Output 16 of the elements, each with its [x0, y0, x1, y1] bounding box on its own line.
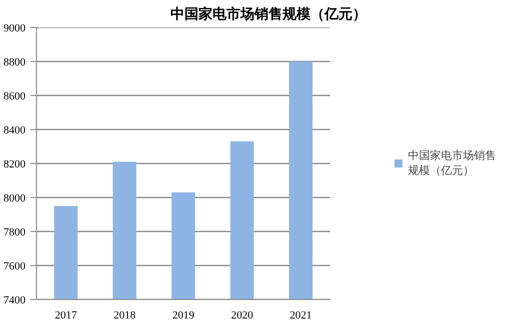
y-tick-label: 7800 — [4, 226, 26, 238]
y-tick-label: 7600 — [4, 260, 26, 272]
y-tick-label: 8000 — [4, 192, 26, 204]
chart-title: 中国家电市场销售规模（亿元） — [170, 6, 366, 22]
x-tick-label: 2020 — [231, 310, 254, 321]
y-tick-label: 8400 — [4, 124, 26, 136]
y-tick-label: 8800 — [4, 56, 26, 68]
y-tick-label: 8600 — [4, 90, 26, 102]
x-tick-label: 2018 — [114, 310, 136, 321]
y-tick-label: 8200 — [4, 158, 26, 170]
x-tick-label: 2019 — [172, 310, 195, 321]
x-tick-label: 2017 — [54, 310, 78, 321]
legend-label: 中国家电市场销售规模（亿元） — [408, 148, 496, 178]
x-tick-label: 2021 — [290, 310, 312, 321]
y-tick-label: 7400 — [4, 294, 26, 306]
y-tick-label: 9000 — [4, 22, 26, 34]
